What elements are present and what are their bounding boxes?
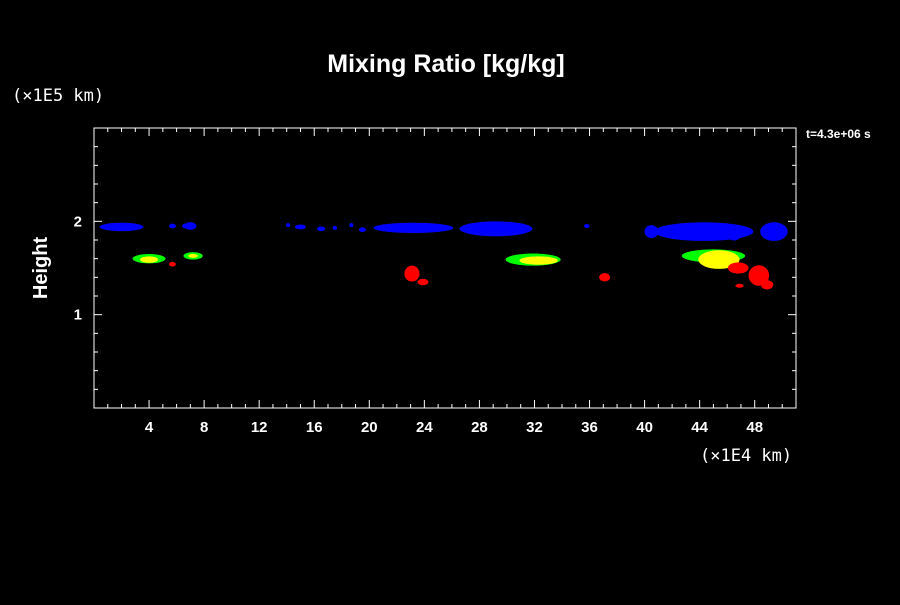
series-1-blob-4 [184, 222, 197, 230]
series-1-blob-10 [358, 227, 366, 233]
series-1-blob-13 [584, 224, 590, 228]
series-1-blob-5 [286, 223, 291, 228]
x-tick-label: 40 [636, 419, 653, 436]
series-4-blob-5 [727, 262, 749, 274]
series-1-blob-9 [349, 223, 354, 228]
series-1-blob-8 [332, 225, 337, 230]
series-4 [169, 261, 774, 290]
x-tick-label: 36 [581, 419, 598, 436]
series-1-blob-6 [294, 224, 306, 230]
series-3-blob-3 [519, 256, 558, 265]
series-1-blob-17 [760, 222, 788, 241]
series-4-blob-6 [748, 265, 770, 286]
y-tick-label: 1 [74, 307, 82, 324]
series-3 [140, 250, 740, 269]
series-4-blob-3 [417, 278, 429, 286]
series-1-blob-15 [654, 222, 754, 241]
x-tick-label: 32 [526, 419, 543, 436]
plot-area [99, 221, 788, 290]
y-axis-label: Height [30, 237, 52, 300]
series-1-blob-7 [316, 226, 326, 232]
series-4-blob-2 [404, 265, 420, 282]
series-3-blob-2 [188, 253, 198, 258]
x-tick-label: 24 [416, 419, 433, 436]
series-4-blob-1 [169, 261, 176, 267]
x-tick-label: 48 [746, 419, 763, 436]
plot-frame [93, 127, 797, 409]
series-1-blob-2 [169, 223, 176, 229]
series-2 [132, 249, 746, 266]
series-1-blob-12 [459, 221, 533, 237]
time-label: t=4.3e+06 s [806, 127, 871, 141]
y-tick-label: 2 [74, 213, 82, 230]
y-unit-label: (×1E5 km) [12, 86, 104, 106]
series-1 [99, 221, 788, 241]
series-4-blob-7 [760, 280, 774, 290]
series-4-blob-4 [599, 273, 611, 282]
x-unit-label: (×1E4 km) [700, 446, 792, 466]
series-1-blob-14 [644, 225, 659, 239]
series-1-blob-16 [728, 233, 740, 241]
x-tick-label: 16 [306, 419, 323, 436]
x-tick-label: 44 [691, 419, 708, 436]
series-3-blob-1 [140, 256, 159, 263]
x-tick-label: 8 [200, 419, 208, 436]
series-3-blob-4 [698, 250, 740, 269]
series-4-blob-8 [735, 283, 744, 288]
series-1-blob-1 [99, 222, 144, 232]
chart-title: Mixing Ratio [kg/kg] [327, 50, 565, 78]
x-tick-label: 4 [145, 419, 154, 436]
x-tick-label: 20 [361, 419, 378, 436]
x-tick-label: 28 [471, 419, 488, 436]
series-1-blob-11 [373, 222, 454, 233]
x-tick-label: 12 [251, 419, 268, 436]
